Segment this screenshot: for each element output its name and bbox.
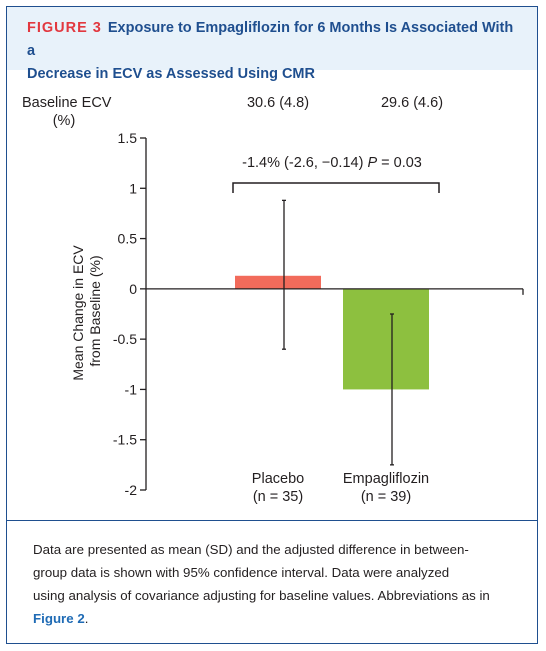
category-label-placebo: Placebo <box>252 471 304 487</box>
figure-title-line1: FIGURE 3 Exposure to Empagliflozin for 6 … <box>27 17 523 63</box>
y-tick-label-7: -2 <box>125 482 138 498</box>
bar-0 <box>235 275 321 289</box>
y-tick-label-0: 1.5 <box>118 130 138 146</box>
y-tick-label-4: -0.5 <box>113 331 137 347</box>
category-n-empagliflozin: (n = 39) <box>361 489 411 505</box>
y-tick-label-5: -1 <box>125 381 138 397</box>
baseline-label-line2: (%) <box>53 113 76 129</box>
comparison-annotation: -1.4% (-2.6, −0.14) P = 0.03 <box>242 155 422 171</box>
baseline-value-placebo: 30.6 (4.8) <box>247 95 309 111</box>
annotation-ci: -1.4% (-2.6, −0.14) <box>242 155 363 171</box>
y-axis-title-line1: Mean Change in ECV <box>70 245 86 381</box>
figure-label: FIGURE 3 <box>27 20 102 36</box>
y-tick-label-6: -1.5 <box>113 432 137 448</box>
chart-marks: 1.5 1 0.5 0 -0.5 -1 -1.5 -2 <box>113 130 524 498</box>
y-tick-label-1: 1 <box>129 180 137 196</box>
y-axis-title: Mean Change in ECV from Baseline (%) <box>70 241 103 380</box>
y-tick-label-2: 0.5 <box>118 231 138 247</box>
figure-header: FIGURE 3 Exposure to Empagliflozin for 6 … <box>7 7 537 82</box>
caption-line3: using analysis of covariance adjusting f… <box>33 588 490 603</box>
annotation-p-value: = 0.03 <box>377 155 422 171</box>
baseline-label-line1: Baseline ECV <box>22 95 112 111</box>
figure-frame: FIGURE 3 Exposure to Empagliflozin for 6 … <box>6 6 538 644</box>
bar-1 <box>343 288 429 390</box>
y-axis-title-line2: from Baseline (%) <box>87 255 103 366</box>
y-tick-label-3: 0 <box>129 281 137 297</box>
figure-caption: Data are presented as mean (SD) and the … <box>7 520 537 645</box>
caption-line1: Data are presented as mean (SD) and the … <box>33 542 469 557</box>
caption-end: . <box>84 611 89 626</box>
figure-title-line2: Decrease in ECV as Assessed Using CMR <box>27 66 315 82</box>
caption-line2: group data is shown with 95% confidence … <box>33 565 450 580</box>
baseline-value-empagliflozin: 29.6 (4.6) <box>381 95 443 111</box>
bar-chart: Baseline ECV (%) 30.6 (4.8) 29.6 (4.6) M… <box>22 95 524 505</box>
comparison-bracket <box>232 182 440 193</box>
category-label-empagliflozin: Empagliflozin <box>343 471 429 487</box>
category-n-placebo: (n = 35) <box>253 489 303 505</box>
annotation-p-symbol: P <box>367 155 377 171</box>
figure-title-text1: Exposure to Empagliflozin for 6 Months I… <box>27 20 514 59</box>
figure-2-link[interactable]: Figure 2 <box>33 611 85 626</box>
